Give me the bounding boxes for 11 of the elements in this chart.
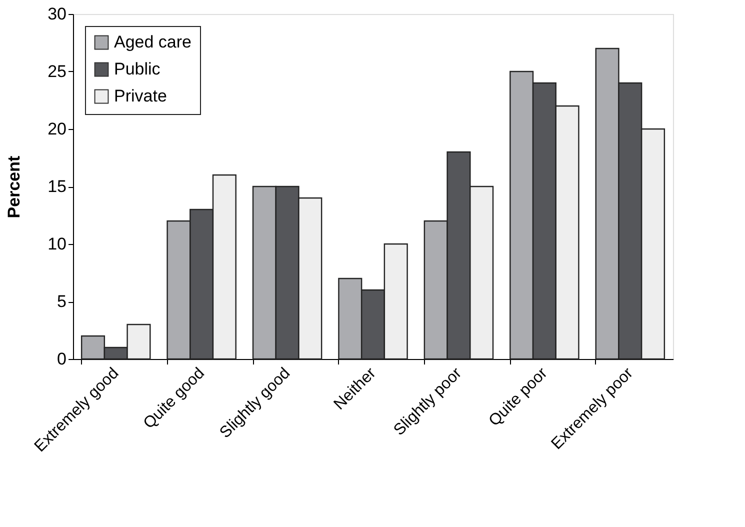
y-tick-label: 30: [48, 4, 66, 24]
y-tick-label: 5: [57, 292, 66, 311]
legend-label: Aged care: [114, 32, 192, 52]
y-tick-label: 10: [48, 234, 66, 254]
y-tick-label: 15: [48, 177, 66, 196]
y-axis-title: Percent: [4, 155, 24, 218]
legend-label: Public: [114, 60, 161, 78]
y-tick-label: 0: [57, 350, 66, 368]
y-tick-label: 20: [48, 120, 66, 138]
y-tick-label: 25: [48, 62, 66, 81]
legend-label: Private: [114, 86, 167, 106]
